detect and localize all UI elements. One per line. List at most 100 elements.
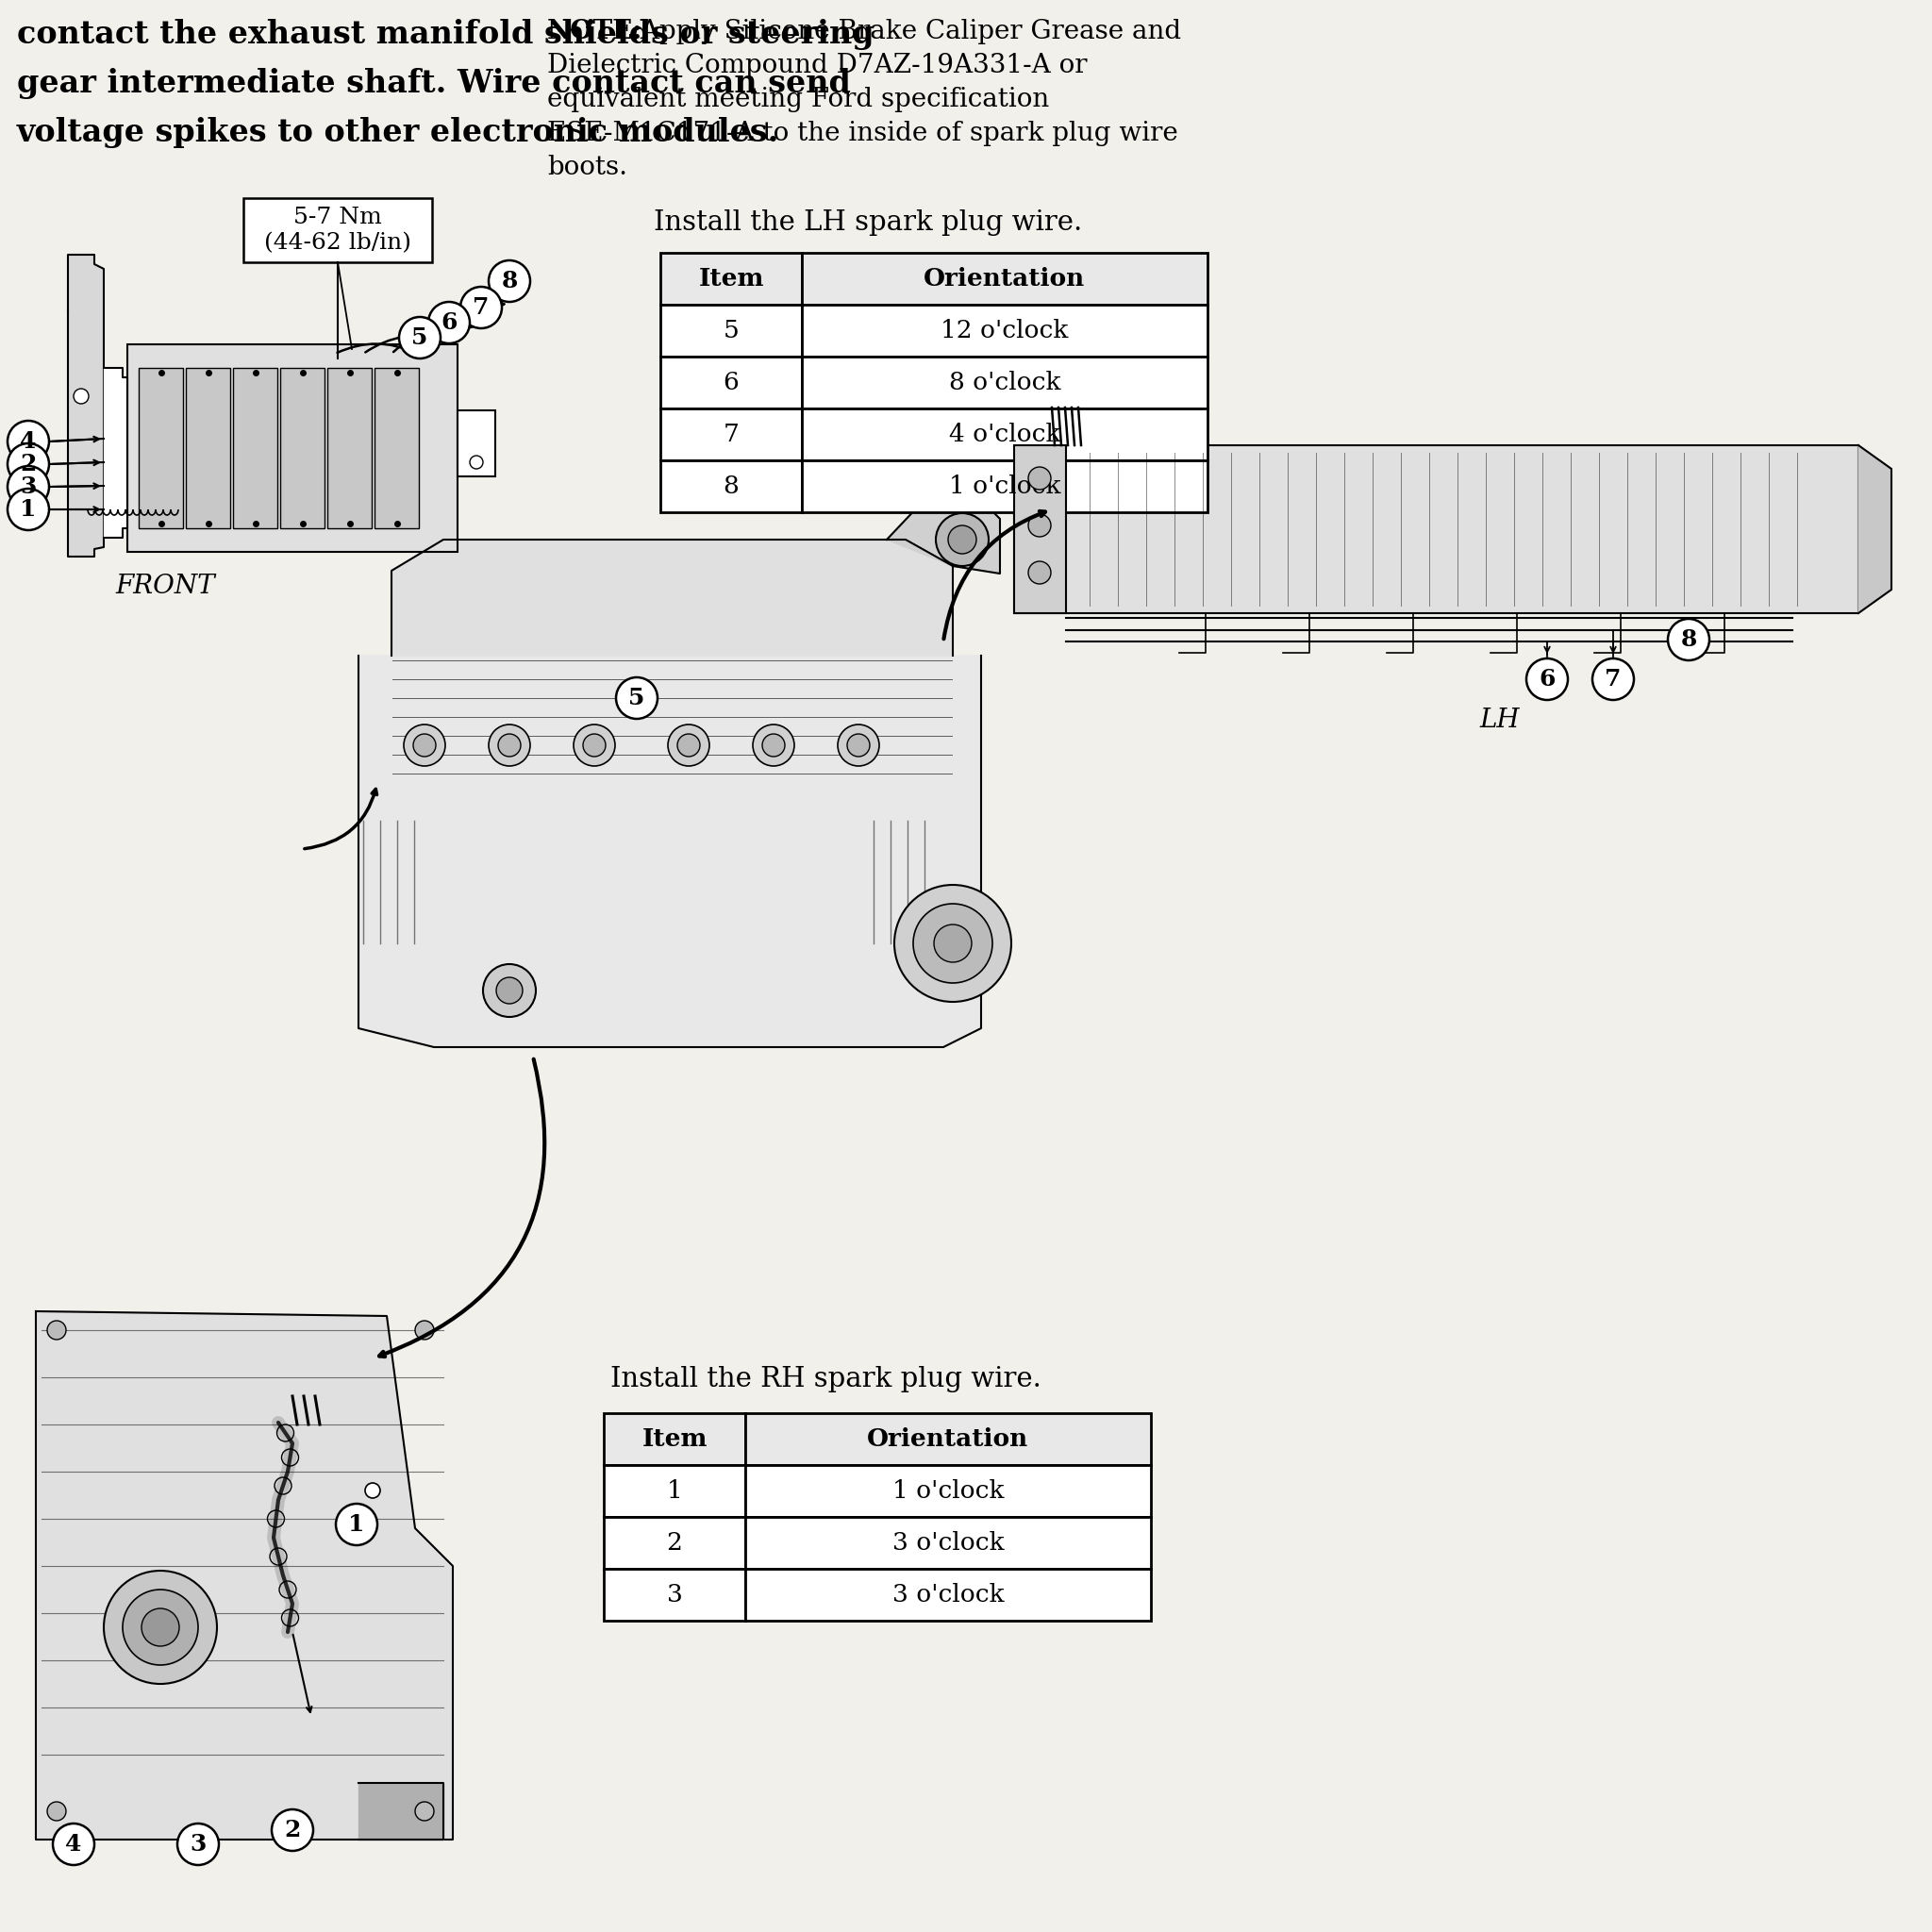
Text: 4: 4 [66,1833,81,1855]
Circle shape [668,724,709,765]
Bar [375,367,419,527]
Circle shape [178,1824,218,1864]
Text: 7: 7 [1605,668,1621,690]
Circle shape [498,734,522,757]
Bar [802,408,1208,460]
Text: 5: 5 [723,319,740,342]
Text: 8: 8 [1681,628,1696,651]
Circle shape [429,301,469,344]
Text: 5-7 Nm
(44-62 lb/in): 5-7 Nm (44-62 lb/in) [265,207,412,253]
Bar [661,408,802,460]
Circle shape [8,466,48,508]
Bar [746,1517,1151,1569]
Circle shape [1028,562,1051,583]
Bar [746,1464,1151,1517]
Circle shape [365,1484,381,1497]
Polygon shape [1859,444,1891,612]
Text: 2: 2 [667,1530,682,1555]
Circle shape [73,388,89,404]
Text: 1: 1 [667,1480,682,1503]
Bar [185,367,230,527]
Text: 6: 6 [1540,668,1555,690]
Text: LH: LH [1480,707,1520,732]
Circle shape [583,734,605,757]
Circle shape [895,885,1010,1003]
Circle shape [8,442,48,485]
Text: 3 o'clock: 3 o'clock [893,1530,1005,1555]
Circle shape [141,1609,180,1646]
Bar [1014,444,1066,612]
Polygon shape [68,255,104,556]
Circle shape [949,526,976,554]
Text: 1: 1 [19,498,37,522]
Bar [234,367,278,527]
Bar [802,253,1208,305]
Text: Orientation: Orientation [867,1428,1030,1451]
Circle shape [1526,659,1569,699]
Bar [280,367,325,527]
Circle shape [413,734,437,757]
Circle shape [1592,659,1634,699]
Text: 7: 7 [723,423,740,446]
Circle shape [846,734,869,757]
Circle shape [753,724,794,765]
Circle shape [415,1803,435,1820]
Polygon shape [392,539,952,655]
Circle shape [336,1503,377,1546]
Circle shape [1028,514,1051,537]
Text: 12 o'clock: 12 o'clock [941,319,1068,342]
Bar [746,1412,1151,1464]
Circle shape [616,678,657,719]
Text: 4 o'clock: 4 o'clock [949,423,1061,446]
Text: 7: 7 [473,296,489,319]
Text: boots.: boots. [547,155,628,180]
Text: 5: 5 [412,327,429,350]
Bar [746,1569,1151,1621]
Text: 8: 8 [500,270,518,292]
Bar [243,199,433,263]
Circle shape [483,964,535,1016]
Circle shape [122,1590,199,1665]
Circle shape [46,1321,66,1339]
Text: 3 o'clock: 3 o'clock [893,1582,1005,1607]
Polygon shape [887,504,1001,574]
Text: ESE-M1C171-A to the inside of spark plug wire: ESE-M1C171-A to the inside of spark plug… [547,120,1179,147]
Circle shape [460,286,502,328]
Circle shape [52,1824,95,1864]
Circle shape [400,317,440,359]
Text: 6: 6 [723,371,740,394]
Text: 3: 3 [189,1833,207,1855]
Text: Orientation: Orientation [923,267,1086,290]
Bar [661,253,802,305]
Text: 4: 4 [19,431,37,452]
Polygon shape [359,655,981,1047]
Text: 5: 5 [628,686,645,709]
Bar [802,357,1208,408]
Circle shape [935,514,989,566]
Circle shape [574,724,614,765]
Circle shape [1028,468,1051,489]
Text: 3: 3 [667,1582,682,1607]
Text: Item: Item [641,1428,707,1451]
Circle shape [489,724,529,765]
Text: contact the exhaust manifold shields or steering: contact the exhaust manifold shields or … [17,19,873,50]
Circle shape [46,1803,66,1820]
Text: 8: 8 [723,475,740,498]
Text: FRONT: FRONT [116,574,214,599]
Circle shape [415,1321,435,1339]
Circle shape [497,978,524,1005]
Text: equivalent meeting Ford specification: equivalent meeting Ford specification [547,87,1049,112]
Circle shape [1667,618,1710,661]
Text: 8 o'clock: 8 o'clock [949,371,1061,394]
Bar [802,460,1208,512]
Text: 3: 3 [19,475,37,498]
Bar [661,460,802,512]
Circle shape [914,904,993,983]
Bar [458,410,495,477]
Circle shape [933,925,972,962]
Text: NOTE:: NOTE: [547,19,643,44]
Circle shape [8,421,48,462]
Bar [603,1464,746,1517]
Circle shape [489,261,529,301]
Text: Apply Silicone Brake Caliper Grease and: Apply Silicone Brake Caliper Grease and [632,19,1180,44]
